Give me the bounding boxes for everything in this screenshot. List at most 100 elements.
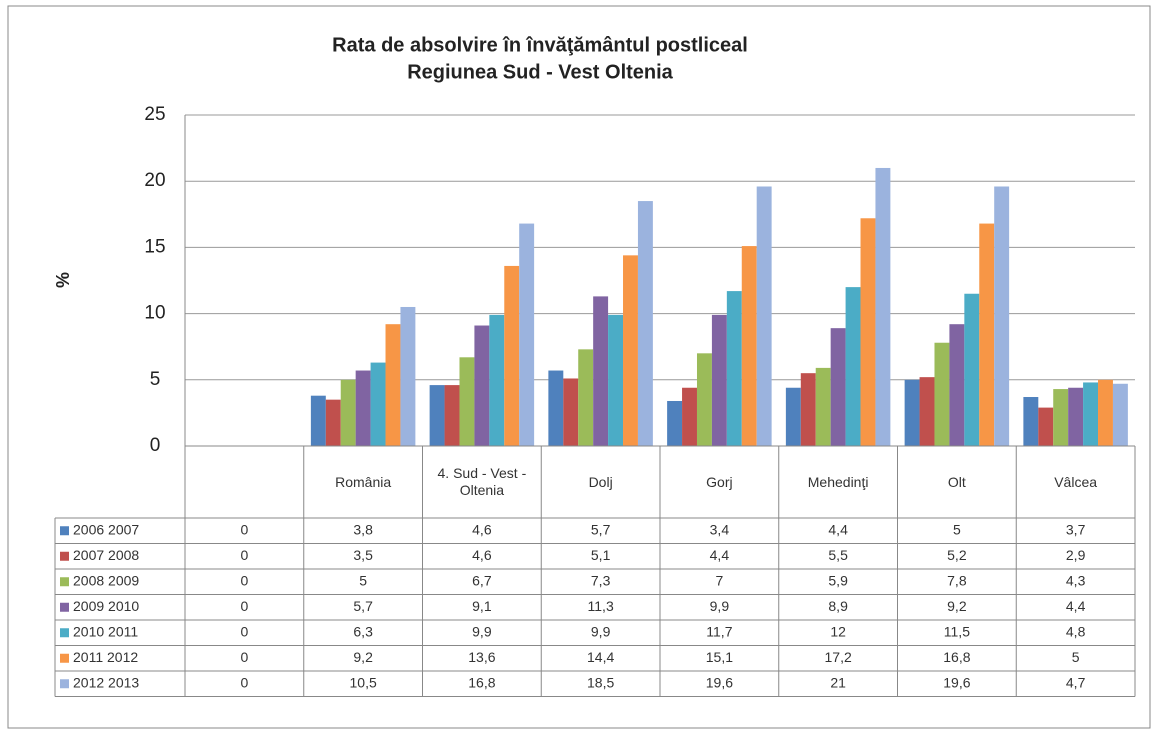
bar [1098,379,1113,446]
category-cell: Vâlcea [1054,473,1098,490]
table-value: 13,6 [468,649,495,665]
bar [830,328,846,446]
x-tick-label: Vâlcea [1054,473,1098,490]
table-value: 18,5 [587,674,614,690]
bar [696,353,712,446]
bar [608,314,624,446]
y-axis-label: % [53,272,73,288]
legend-key [60,653,69,663]
table-value: 10,5 [350,674,377,690]
bar [325,399,341,446]
legend-key [60,551,69,561]
table-value: 9,9 [591,623,611,639]
legend-label: 2008 2009 [73,572,139,588]
legend-label: 2009 2010 [73,598,139,614]
legend-label: 2012 2013 [73,674,139,690]
chart-title: Rata de absolvire în învăţământul postli… [332,34,748,56]
bar [637,201,653,446]
bar [489,314,505,446]
bar [1038,407,1054,446]
bar [578,349,594,446]
category-cell: 4. Sud - Vest - Oltenia [437,465,527,498]
table-value: 5,1 [591,547,611,563]
bar [548,370,564,446]
table-value: 9,9 [472,623,492,639]
table-value: 12 [830,623,846,639]
bar [785,387,801,446]
table-value: 6,7 [472,572,492,588]
y-tick-label: 0 [150,435,161,456]
table-value: 4,4 [828,521,848,537]
bar [504,265,520,446]
table-value: 5,9 [828,572,848,588]
bar [741,246,757,446]
table-value: 0 [240,598,248,614]
legend-label: 2010 2011 [73,623,138,639]
bar [904,379,920,446]
y-tick-label: 10 [144,303,165,324]
y-tick-label: 5 [150,369,161,390]
table-value: 7 [715,572,723,588]
table-value: 9,1 [472,598,492,614]
table-value: 3,7 [1066,521,1086,537]
table-value: 4,4 [710,547,730,563]
table-value: 0 [240,649,248,665]
legend-label: 2007 2008 [73,547,139,563]
table-value: 0 [240,547,248,563]
table-value: 17,2 [825,649,852,665]
bar [815,367,831,446]
category-cell: Dolj [589,474,613,490]
table-value: 5,5 [828,547,848,563]
table-value: 16,8 [943,649,970,665]
x-tick-label: Olt [947,473,966,490]
category-cell: Gorj [706,473,733,490]
table-value: 5 [359,572,367,588]
table-value: 5 [1072,649,1080,665]
bar [444,385,460,446]
bar [994,186,1010,446]
bar [949,324,965,446]
bar [860,218,876,446]
table-value: 3,4 [710,521,730,537]
bar [385,324,401,446]
y-tick-label: 20 [144,170,165,191]
legend-key [60,602,69,612]
x-tick-label: Gorj [706,473,733,490]
table-value: 19,6 [943,674,970,690]
table-value: 5,7 [353,598,373,614]
table-value: 9,2 [947,598,967,614]
table-value: 15,1 [706,649,733,665]
table-value: 0 [240,521,248,537]
table-value: 11,3 [588,598,614,614]
bar [919,377,935,446]
bar [400,306,416,446]
bar [623,255,638,446]
bar [370,362,386,446]
table-value: 4,3 [1066,572,1086,588]
table-value: 7,8 [947,572,967,588]
table-value: 19,6 [706,674,733,690]
bar [1112,383,1128,446]
table-value: 4,6 [472,521,492,537]
table-value: 0 [240,572,248,588]
x-tick-label: 4. Sud - Vest - Oltenia [437,465,527,498]
bar [340,379,356,446]
bar [979,223,995,446]
table-value: 11,7 [706,623,732,639]
bar [756,186,772,446]
table-value: 4,6 [472,547,492,563]
bar [310,395,326,446]
x-tick-label: Mehedinţi [807,473,869,490]
bar [964,293,980,446]
table-value: 5,7 [591,521,611,537]
table-value: 0 [240,623,248,639]
y-tick-label: 15 [144,236,165,257]
x-tick-label: România [335,473,392,490]
bar [1023,397,1039,446]
bar [682,387,697,446]
bar [1053,389,1069,446]
bar [800,373,816,446]
table-value: 4,4 [1066,598,1086,614]
